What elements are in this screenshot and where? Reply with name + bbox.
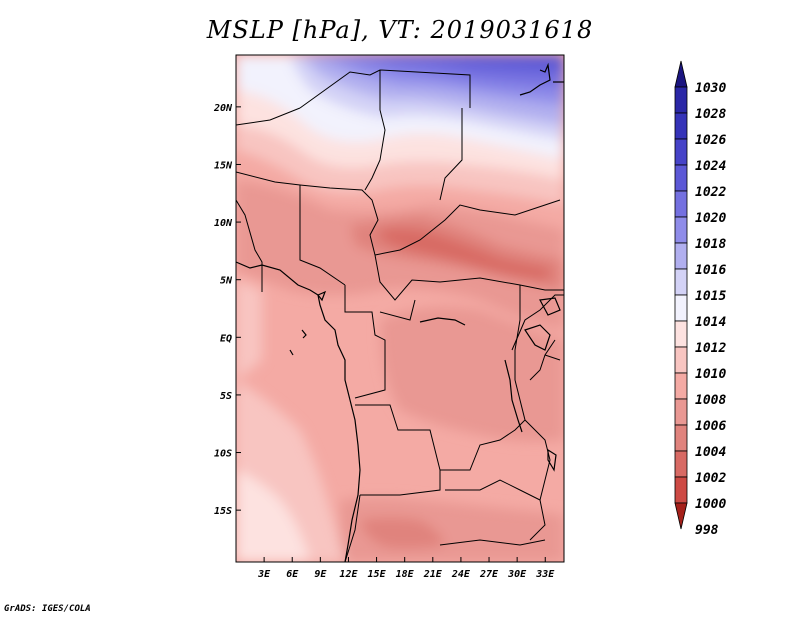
colorbar-swatch — [674, 294, 688, 322]
colorbar-level-label: 1010 — [695, 367, 726, 382]
colorbar-level-label: 1026 — [695, 133, 726, 148]
map-title: MSLP [hPa], VT: 2019031618 — [206, 16, 594, 44]
y-tick-label: EQ — [220, 333, 232, 344]
colorbar-swatch — [674, 268, 688, 296]
colorbar-top-arrow — [674, 60, 688, 88]
colorbar-swatch — [674, 398, 688, 426]
x-tick-label: 15E — [368, 569, 387, 580]
colorbar-level-label: 1015 — [695, 289, 726, 304]
y-axis-ticks: 20N 15N 10N 5N EQ 5S 10S 15S — [213, 103, 241, 517]
colorbar-bottom-arrow — [674, 502, 688, 530]
colorbar-level-label: 1016 — [695, 263, 726, 278]
colorbar-level-label: 1012 — [695, 341, 726, 356]
colorbar-level-label: 1004 — [695, 445, 726, 460]
colorbar-swatch — [674, 112, 688, 140]
colorbar-level-label: 1000 — [695, 497, 726, 512]
x-tick-label: 21E — [423, 569, 443, 580]
y-tick-label: 20N — [213, 103, 233, 114]
colorbar-swatch — [674, 86, 688, 114]
colorbar-level-label: 1006 — [695, 419, 726, 434]
colorbar-level-label: 1024 — [695, 159, 726, 174]
colorbar-swatch — [674, 346, 688, 374]
colorbar-level-label: 998 — [695, 523, 719, 538]
pressure-field — [236, 55, 564, 562]
y-tick-label: 5N — [220, 276, 233, 287]
colorbar-swatch — [674, 424, 688, 452]
x-tick-label: 9E — [314, 569, 327, 580]
x-tick-label: 27E — [479, 569, 499, 580]
colorbar-swatch — [674, 216, 688, 244]
colorbar-level-label: 1002 — [695, 471, 726, 486]
country-borders — [236, 69, 564, 562]
colorbar-swatch — [674, 450, 688, 478]
colorbar-swatch — [674, 138, 688, 166]
grads-credit: GrADS: IGES/COLA — [4, 604, 91, 614]
colorbar-level-label: 1014 — [695, 315, 726, 330]
colorbar-level-label: 1022 — [695, 185, 726, 200]
colorbar-swatch — [674, 372, 688, 400]
colorbar-swatch — [674, 476, 688, 504]
colorbar-swatch — [674, 164, 688, 192]
colorbar-swatch — [674, 242, 688, 270]
colorbar-level-label: 1030 — [695, 81, 726, 96]
y-tick-label: 15N — [214, 160, 233, 171]
x-tick-label: 18E — [396, 569, 415, 580]
x-tick-label: 12E — [339, 569, 358, 580]
y-tick-label: 15S — [214, 506, 232, 517]
x-tick-label: 3E — [257, 569, 271, 580]
colorbar-level-label: 1008 — [695, 393, 726, 408]
x-tick-label: 6E — [286, 569, 299, 580]
y-tick-label: 10N — [214, 218, 233, 229]
colorbar-level-label: 1028 — [695, 107, 726, 122]
x-tick-label: 24E — [451, 569, 471, 580]
x-axis-ticks: 3E 6E 9E 12E 15E 18E 21E 24E 27E 30E 33E — [257, 557, 555, 580]
x-tick-label: 33E — [535, 569, 555, 580]
colorbar-swatch — [674, 320, 688, 348]
colorbar: 1030 1028 1026 1024 1022 1020 1018 1016 1015 1014… — [674, 60, 726, 538]
plot-frame — [235, 54, 565, 563]
colorbar-level-label: 1020 — [695, 211, 726, 226]
y-tick-label: 10S — [214, 449, 232, 460]
x-tick-label: 30E — [507, 569, 527, 580]
y-tick-label: 5S — [220, 391, 232, 402]
colorbar-level-label: 1018 — [695, 237, 726, 252]
coastline — [236, 62, 564, 562]
colorbar-swatch — [674, 190, 688, 218]
